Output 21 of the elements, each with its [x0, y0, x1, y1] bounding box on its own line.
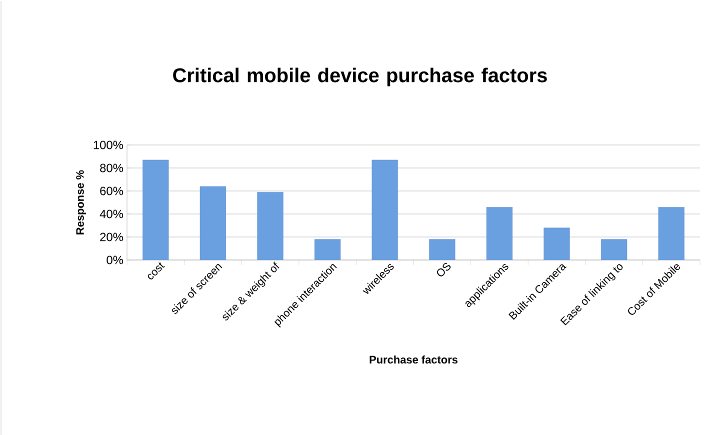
y-axis-title: Response %: [76, 170, 86, 234]
y-tick-label: 60%: [100, 186, 124, 196]
y-tick-label: 40%: [100, 210, 124, 218]
y-tick-label: 0%: [106, 256, 124, 264]
x-tick-label: cost: [148, 262, 165, 280]
chart-title: Critical mobile device purchase factors: [173, 68, 547, 86]
bar: [314, 238, 341, 260]
bar: [372, 160, 398, 260]
bar: [142, 160, 169, 260]
bar: [486, 206, 513, 260]
y-tick-label: 20%: [100, 232, 124, 242]
x-tick-label: OS: [436, 262, 451, 276]
bar: [544, 227, 570, 260]
x-axis-title: Purchase factors: [370, 355, 458, 364]
bar: [600, 238, 628, 260]
bar: [658, 206, 685, 260]
bar: [200, 186, 226, 260]
bar: [428, 238, 456, 260]
y-tick-label: 100%: [94, 140, 124, 150]
y-tick-label: 80%: [100, 164, 124, 172]
bar: [257, 192, 284, 260]
